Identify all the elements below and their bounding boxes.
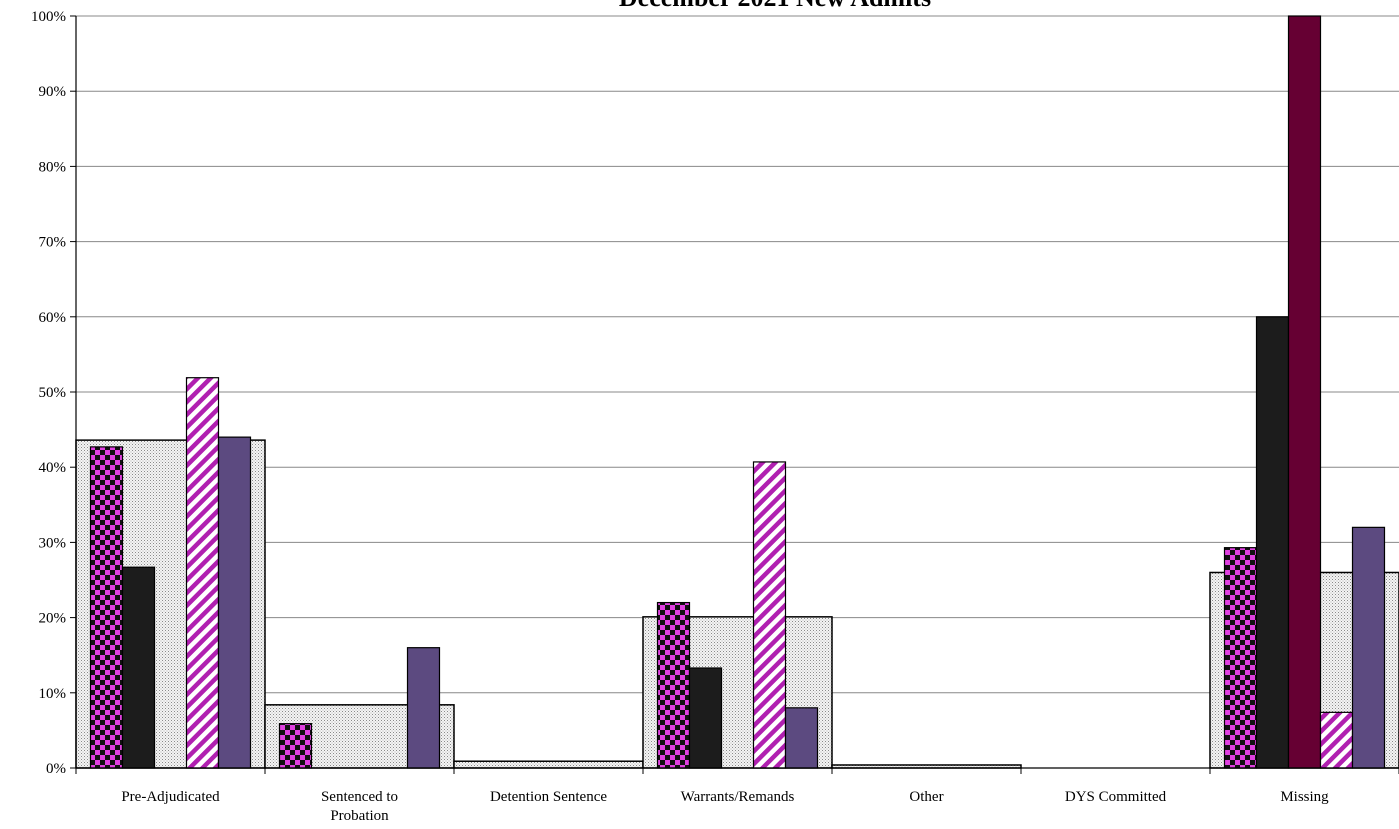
series-bar <box>185 377 220 769</box>
category-label: Missing <box>1280 789 1329 805</box>
series-bar <box>89 446 124 769</box>
total-bars <box>75 439 1399 769</box>
category-label: Other <box>909 789 943 805</box>
chart-title: December 2021 New Admits <box>619 0 931 12</box>
series-bar <box>1351 526 1386 769</box>
category-label: Detention Sentence <box>490 789 607 805</box>
axes <box>75 16 1399 774</box>
series-bar <box>278 723 313 769</box>
y-tick-label: 80% <box>39 159 67 175</box>
series-bar <box>217 436 252 769</box>
category-label: Warrants/Remands <box>681 789 795 805</box>
series-bar <box>1287 15 1322 769</box>
total-bar <box>453 760 644 769</box>
series-bar <box>1255 316 1290 769</box>
series-bars <box>89 15 1386 769</box>
y-tick-label: 30% <box>39 535 67 551</box>
series-bar <box>121 566 156 769</box>
y-tick-label: 40% <box>39 460 67 476</box>
series-bar <box>784 707 819 769</box>
series-bar <box>406 647 441 769</box>
x-axis-category-labels: Pre-Adjudicated Sentenced to Probation Dete… <box>121 789 1329 824</box>
series-bar <box>1319 711 1354 769</box>
y-tick-label: 0% <box>46 761 66 777</box>
y-tick-label: 100% <box>31 9 66 25</box>
category-label: DYS Committed <box>1065 789 1167 805</box>
series-bar <box>688 667 723 769</box>
y-tick-label: 90% <box>39 84 67 100</box>
y-axis-tick-labels: 0% 10% 20% 30% 40% 50% 60% 70% 80% 90% 100% <box>31 9 66 777</box>
y-tick-label: 50% <box>39 385 67 401</box>
y-tick-label: 20% <box>39 611 67 627</box>
series-bar <box>1223 547 1258 769</box>
y-tick-label: 60% <box>39 310 67 326</box>
category-label: Sentenced to Probation <box>321 789 398 824</box>
y-tick-label: 10% <box>39 686 67 702</box>
series-bar <box>752 461 787 769</box>
category-label: Pre-Adjudicated <box>121 789 220 805</box>
gridlines <box>70 15 1399 769</box>
y-tick-label: 70% <box>39 235 67 251</box>
series-bar <box>656 601 691 769</box>
